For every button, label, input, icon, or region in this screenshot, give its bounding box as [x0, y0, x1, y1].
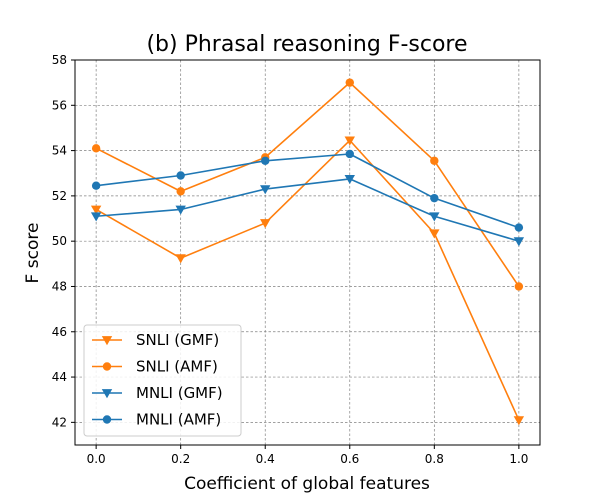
y-tick-label: 56 — [52, 98, 67, 112]
y-tick-label: 42 — [52, 415, 67, 429]
x-tick-label: 0.2 — [171, 452, 190, 466]
data-point — [176, 187, 185, 196]
x-tick-label: 0.0 — [87, 452, 106, 466]
series-line — [96, 153, 520, 229]
y-tick-label: 44 — [52, 370, 67, 384]
legend-label: SNLI (AMF) — [136, 358, 218, 376]
series-layer — [90, 78, 525, 426]
legend-label: MNLI (AMF) — [136, 411, 221, 429]
legend-marker — [101, 336, 113, 346]
x-tick-label: 0.4 — [256, 452, 275, 466]
chart-title: (b) Phrasal reasoning F-score — [146, 32, 467, 57]
x-tick-label: 1.0 — [509, 452, 528, 466]
data-point — [91, 181, 101, 190]
y-tick-label: 54 — [52, 144, 67, 158]
legend-label: MNLI (GMF) — [136, 384, 223, 402]
data-point — [90, 205, 102, 215]
data-point — [175, 205, 186, 215]
y-tick-label: 58 — [52, 53, 67, 67]
y-tick-label: 46 — [52, 325, 67, 339]
y-axis-label: F score — [23, 223, 43, 284]
data-point — [514, 282, 524, 291]
plot-frame — [74, 59, 541, 446]
data-point — [429, 229, 440, 239]
data-point — [344, 136, 355, 146]
data-point — [260, 185, 271, 195]
y-tick-label: 52 — [52, 189, 67, 203]
data-point — [90, 212, 102, 222]
ticks: 0.0 0.2 0.4 0.6 0.8 1.0 42 44 46 48 50 52 54 56 58 — [52, 53, 529, 466]
data-point — [345, 78, 354, 87]
legend-marker — [101, 389, 113, 399]
legend-marker — [102, 415, 112, 424]
data-point — [261, 156, 270, 165]
data-point — [260, 219, 271, 229]
data-point — [430, 156, 439, 165]
data-point — [176, 171, 185, 180]
y-tick-label: 48 — [52, 279, 67, 293]
data-point — [513, 416, 525, 426]
x-tick-label: 0.8 — [425, 452, 444, 466]
series-line — [96, 178, 520, 242]
data-point — [430, 193, 439, 203]
series-line — [95, 81, 520, 287]
data-point — [514, 223, 524, 232]
y-tick-label: 50 — [52, 234, 67, 248]
legend: SNLI (GMF) SNLI (AMF) MNLI (GMF) MNLI (AMF) — [83, 324, 242, 437]
data-point — [429, 212, 440, 222]
data-point — [345, 149, 354, 159]
legend-box — [83, 324, 242, 437]
data-point — [91, 144, 101, 153]
data-point — [344, 174, 355, 185]
legend-label: SNLI (GMF) — [136, 331, 219, 349]
data-point — [513, 237, 525, 247]
x-axis-label: Coefficient of global features — [184, 474, 430, 494]
data-point — [175, 254, 186, 264]
legend-marker — [102, 362, 112, 371]
series-line — [95, 139, 520, 421]
x-tick-label: 0.6 — [340, 452, 359, 466]
